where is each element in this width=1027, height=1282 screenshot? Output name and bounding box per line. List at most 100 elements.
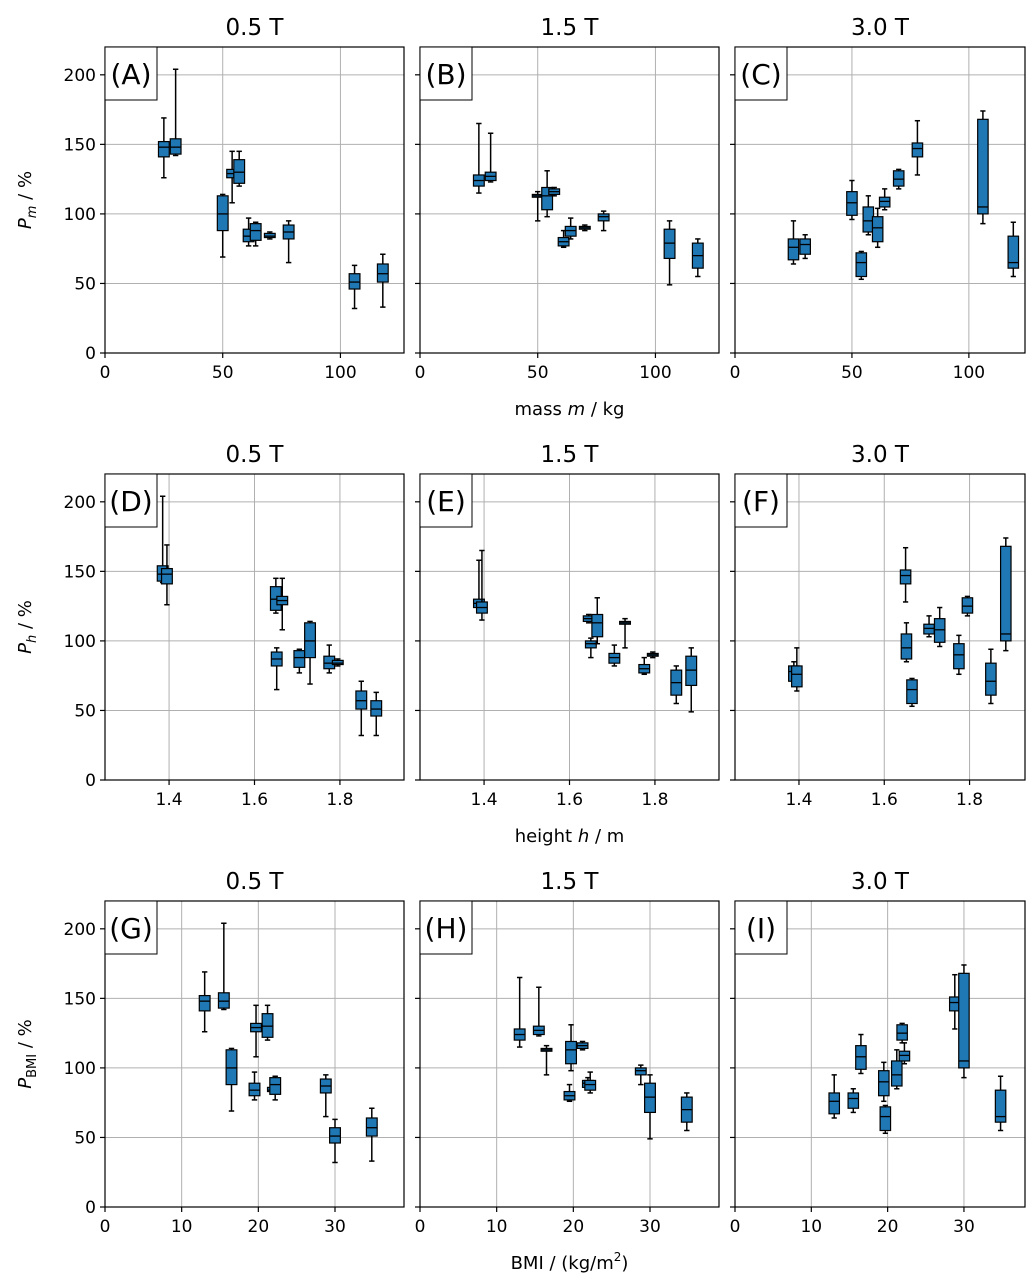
x-tick-label: 1.6: [871, 790, 898, 810]
box-c-3: [855, 250, 868, 281]
box-iqr: [685, 655, 698, 687]
x-tick-label: 0: [730, 1217, 741, 1237]
box-iqr: [871, 216, 884, 243]
y-axis-label: Pm / %: [15, 171, 40, 229]
x-tick-label: 30: [639, 1217, 661, 1237]
box-f-10: [999, 537, 1012, 652]
y-tick-label: 0: [85, 1198, 96, 1218]
y-tick-label: 150: [64, 562, 96, 582]
x-tick-label: 1.6: [556, 790, 583, 810]
panel-title: 3.0 T: [851, 869, 910, 895]
x-tick-label: 0: [415, 363, 426, 383]
x-tick-label: 30: [953, 1217, 975, 1237]
box-g-7: [269, 1075, 282, 1101]
box-a-3: [226, 150, 239, 204]
box-c-10: [1007, 221, 1020, 278]
box-iqr: [899, 569, 912, 585]
panel-letter-text: (I): [746, 912, 776, 945]
panel-i: 0 10 20 30 3.0 T (I): [730, 869, 1026, 1237]
y-tick-label: 200: [64, 493, 96, 513]
y-tick-label: 100: [64, 632, 96, 652]
panel-letter-label: (I): [734, 900, 788, 955]
panel-letter-label: (F): [734, 473, 788, 528]
x-axis-label: BMI / (kg/m2): [511, 1250, 629, 1274]
box-iqr: [597, 213, 610, 222]
x-tick-label: 0: [100, 1217, 111, 1237]
box-a-4: [233, 150, 246, 187]
x-tick-label: 20: [877, 1217, 899, 1237]
box-iqr: [304, 622, 317, 659]
x-tick-label: 1.4: [156, 790, 183, 810]
panel-letter-text: (E): [426, 485, 466, 518]
panel-letter-box: [104, 900, 158, 955]
box-h-10: [680, 1092, 693, 1132]
box-f-7: [953, 634, 965, 676]
panel-letter-box: [734, 900, 788, 955]
box-iqr: [890, 1060, 903, 1087]
box-iqr: [329, 1127, 341, 1144]
box-b-7: [578, 224, 591, 232]
x-tick-label: 1.8: [956, 790, 983, 810]
box-i-7: [898, 1042, 911, 1065]
box-iqr: [584, 1079, 597, 1091]
box-e-10: [685, 647, 698, 713]
box-d-4: [276, 577, 289, 631]
box-f-1: [791, 647, 803, 692]
panel-a: 0 50 100 0 50 100 150 200 0.5 T (A) Pm / %: [15, 15, 405, 383]
box-f-6: [933, 606, 946, 648]
box-d-7: [323, 644, 336, 674]
box-b-3: [541, 170, 554, 218]
box-iqr: [911, 142, 924, 158]
box-iqr: [248, 1082, 261, 1097]
box-h-4: [565, 1024, 578, 1072]
box-i-9: [958, 964, 970, 1079]
box-a-2: [216, 193, 229, 258]
box-i-1: [847, 1088, 860, 1114]
x-tick-label: 20: [563, 1217, 585, 1237]
panel-letter-text: (H): [425, 912, 468, 945]
panel-letter-text: (D): [109, 485, 152, 518]
box-i-10: [994, 1075, 1007, 1132]
panel-letter-label: (E): [419, 473, 473, 528]
box-iqr: [958, 972, 970, 1069]
panel-letter-box: [104, 473, 158, 528]
panel-letter-label: (G): [104, 900, 158, 955]
box-iqr: [791, 665, 803, 688]
box-b-8: [597, 210, 610, 232]
box-iqr: [977, 118, 989, 215]
box-iqr: [591, 613, 604, 638]
box-c-8: [911, 119, 924, 176]
box-f-3: [900, 622, 913, 663]
box-iqr: [923, 623, 935, 635]
x-tick-label: 0: [415, 1217, 426, 1237]
box-d-2: [269, 577, 282, 614]
box-d-9: [355, 680, 368, 737]
box-a-1: [169, 68, 182, 157]
x-tick-label: 10: [486, 1217, 508, 1237]
box-h-2: [540, 1044, 553, 1076]
x-tick-label: 50: [212, 363, 234, 383]
box-i-4: [879, 1104, 892, 1135]
panel-title: 0.5 T: [226, 15, 285, 41]
panel-letter-text: (B): [425, 58, 466, 91]
panel-letter-box: [104, 46, 158, 101]
box-f-4: [906, 677, 918, 708]
x-tick-label: 50: [841, 363, 863, 383]
box-iqr: [961, 597, 974, 614]
box-e-9: [670, 665, 683, 705]
box-h-8: [634, 1064, 647, 1086]
box-iqr: [878, 196, 891, 208]
y-tick-label: 200: [64, 66, 96, 86]
box-iqr: [541, 186, 554, 211]
panel-e: 1.4 1.6 1.8 1.5 T (E) height h / m: [415, 442, 720, 847]
axes-frame: [419, 900, 720, 1208]
box-iqr: [877, 1070, 890, 1097]
box-b-9: [663, 220, 676, 286]
box-iqr: [898, 1050, 911, 1062]
box-i-0: [828, 1074, 841, 1119]
box-i-6: [896, 1022, 908, 1044]
axes-frame: [419, 46, 720, 354]
box-iqr: [376, 263, 389, 283]
box-i-3: [877, 1061, 890, 1103]
